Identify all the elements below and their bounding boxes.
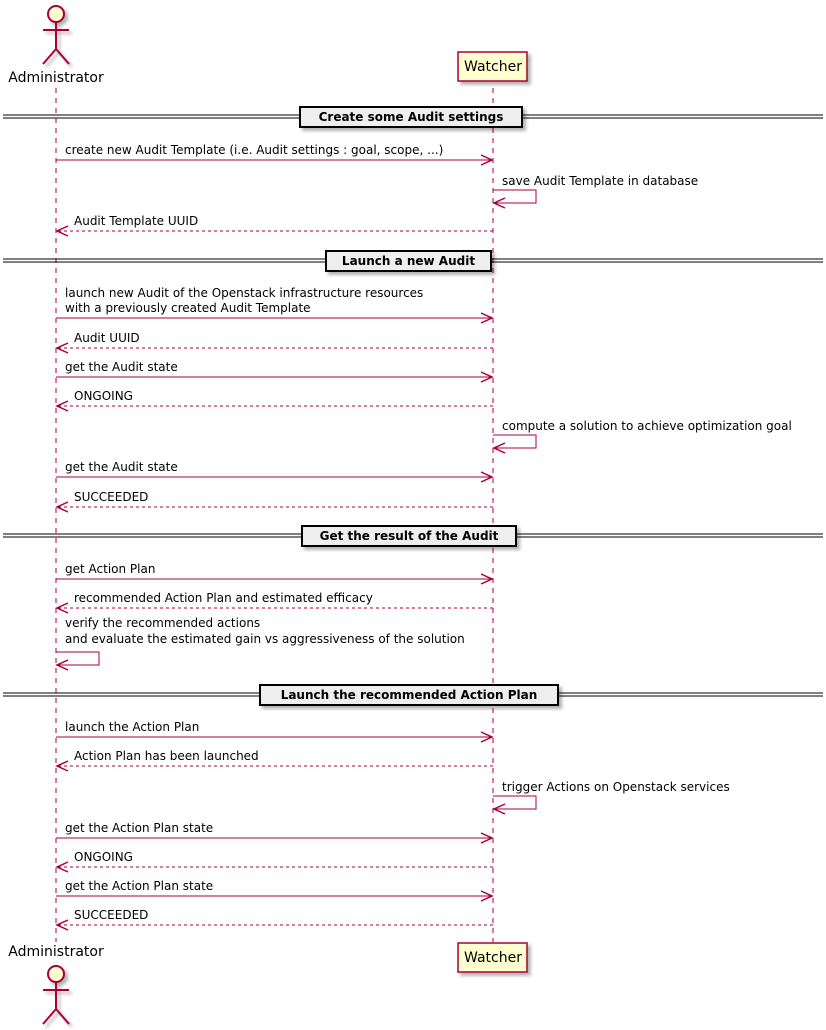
section-divider-label: Launch the recommended Action Plan	[281, 688, 538, 702]
message-label: Audit Template UUID	[74, 214, 198, 228]
message-label: get the Audit state	[65, 460, 178, 474]
message: launch the Action Plan	[56, 720, 494, 743]
return-message: Action Plan has been launched	[55, 749, 493, 772]
message-label: save Audit Template in database	[502, 174, 698, 188]
message: get Action Plan	[56, 562, 494, 585]
participant-watcher-bottom	[457, 942, 528, 973]
section-divider-label: Get the result of the Audit	[320, 529, 499, 543]
return-message: Audit Template UUID	[55, 214, 493, 237]
message-label: launch the Action Plan	[65, 720, 199, 734]
message: get the Audit state	[56, 460, 494, 483]
participant-label-administrator-bottom: Administrator	[8, 944, 104, 960]
self-message: trigger Actions on Openstack services	[492, 780, 730, 815]
participant-watcher-top-label: Watcher	[464, 59, 522, 75]
return-message: Audit UUID	[55, 331, 493, 354]
self-message: verify the recommended actions and evalua…	[55, 616, 465, 671]
message-label: Action Plan has been launched	[74, 749, 259, 763]
message-label: create new Audit Template (i.e. Audit se…	[65, 143, 443, 157]
participant-label-administrator-top: Administrator	[8, 70, 104, 86]
message: launch new Audit of the Openstack infras…	[56, 286, 494, 324]
message-label: get the Action Plan state	[65, 879, 213, 893]
message: get the Audit state	[56, 360, 494, 383]
actor-head	[47, 5, 65, 23]
actor-administrator-icon-top	[42, 5, 70, 65]
message-label: ONGOING	[74, 389, 133, 403]
participant-watcher-top	[457, 51, 528, 82]
section-divider-label: Create some Audit settings	[319, 110, 504, 124]
message: get the Action Plan state	[56, 879, 494, 902]
section-divider: Get the result of the Audit	[3, 525, 823, 547]
return-message: ONGOING	[55, 389, 493, 412]
actor-administrator-icon-bottom	[42, 965, 70, 1025]
message-label: compute a solution to achieve optimizati…	[502, 419, 792, 433]
section-divider: Launch the recommended Action Plan	[3, 684, 823, 706]
participant-watcher-bottom-label: Watcher	[464, 950, 522, 966]
return-message: recommended Action Plan and estimated ef…	[55, 591, 493, 614]
message-label: get the Action Plan state	[65, 821, 213, 835]
message-label: get Action Plan	[65, 562, 155, 576]
return-message: SUCCEEDED	[55, 490, 493, 513]
message-label: Audit UUID	[74, 331, 140, 345]
message-label: launch new Audit of the Openstack infras…	[65, 286, 423, 300]
message-label: ONGOING	[74, 850, 133, 864]
actor-head	[47, 965, 65, 983]
message-label: get the Audit state	[65, 360, 178, 374]
message: create new Audit Template (i.e. Audit se…	[56, 143, 494, 166]
message-label: trigger Actions on Openstack services	[502, 780, 730, 794]
message-label: SUCCEEDED	[74, 490, 148, 504]
section-divider-label: Launch a new Audit	[342, 254, 475, 268]
section-divider: Launch a new Audit	[3, 250, 823, 272]
return-message: ONGOING	[55, 850, 493, 873]
section-divider: Create some Audit settings	[3, 106, 823, 128]
message-label: SUCCEEDED	[74, 908, 148, 922]
message: get the Action Plan state	[56, 821, 494, 844]
return-message: SUCCEEDED	[55, 908, 493, 931]
message-label: with a previously created Audit Template	[65, 301, 311, 315]
message-label: verify the recommended actions	[65, 616, 260, 630]
message-label: and evaluate the estimated gain vs aggre…	[65, 632, 465, 646]
self-message: save Audit Template in database	[492, 174, 698, 209]
self-message: compute a solution to achieve optimizati…	[492, 419, 792, 454]
message-label: recommended Action Plan and estimated ef…	[74, 591, 373, 605]
